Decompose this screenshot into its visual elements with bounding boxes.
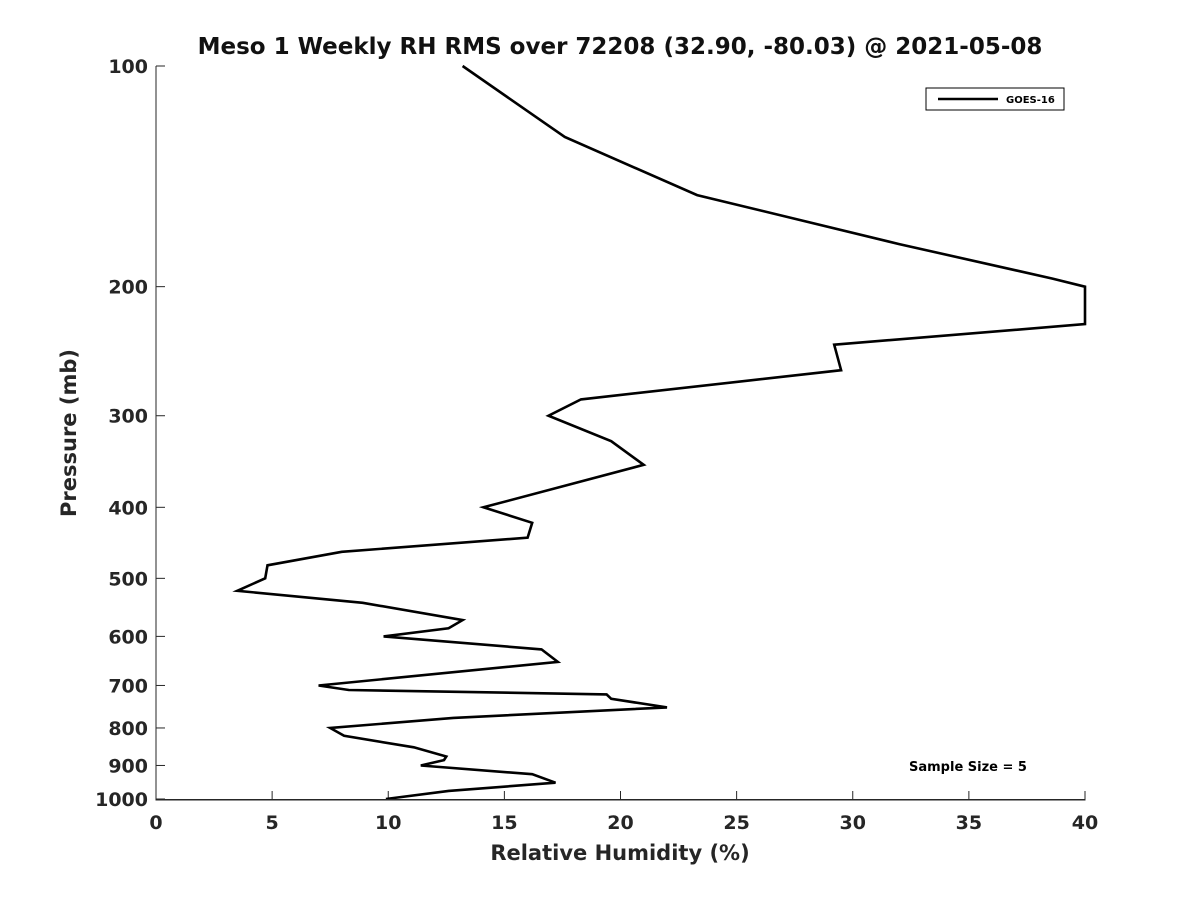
- y-tick-label: 100: [108, 56, 148, 78]
- x-tick-label: 0: [149, 812, 162, 834]
- x-tick-label: 25: [723, 812, 749, 834]
- y-axis-ticks: 100 200 300 400 500 600 700 800 900 1000: [95, 56, 165, 811]
- x-tick-label: 5: [266, 812, 279, 834]
- y-tick-label: 400: [108, 497, 148, 519]
- x-tick-label: 15: [491, 812, 517, 834]
- axes-frame-bottom: [155, 799, 1086, 801]
- x-axis-ticks: 0 5 10 15 20 25 30 35 40: [149, 791, 1098, 834]
- x-tick-label: 10: [375, 812, 401, 834]
- y-tick-label: 200: [108, 277, 148, 299]
- x-tick-label: 20: [607, 812, 633, 834]
- y-tick-label: 300: [108, 406, 148, 428]
- y-tick-label: 600: [108, 626, 148, 648]
- series-line-goes-16: [232, 64, 1087, 801]
- sample-size-annotation: Sample Size = 5: [909, 760, 1027, 775]
- x-tick-label: 40: [1072, 812, 1098, 834]
- y-tick-label: 700: [108, 675, 148, 697]
- y-tick-label: 500: [108, 568, 148, 590]
- x-tick-label: 30: [840, 812, 866, 834]
- chart-title: Meso 1 Weekly RH RMS over 72208 (32.90, …: [198, 34, 1043, 60]
- x-axis-label: Relative Humidity (%): [490, 841, 749, 865]
- y-tick-label: 1000: [95, 789, 148, 811]
- x-tick-label: 35: [956, 812, 982, 834]
- axes-frame-left: [155, 66, 157, 800]
- y-tick-label: 800: [108, 718, 148, 740]
- series-layer: [232, 64, 1087, 801]
- legend-label-goes-16: GOES-16: [1006, 95, 1055, 106]
- y-tick-label: 900: [108, 755, 148, 777]
- legend: GOES-16: [925, 87, 1065, 111]
- y-axis-label: Pressure (mb): [57, 349, 81, 517]
